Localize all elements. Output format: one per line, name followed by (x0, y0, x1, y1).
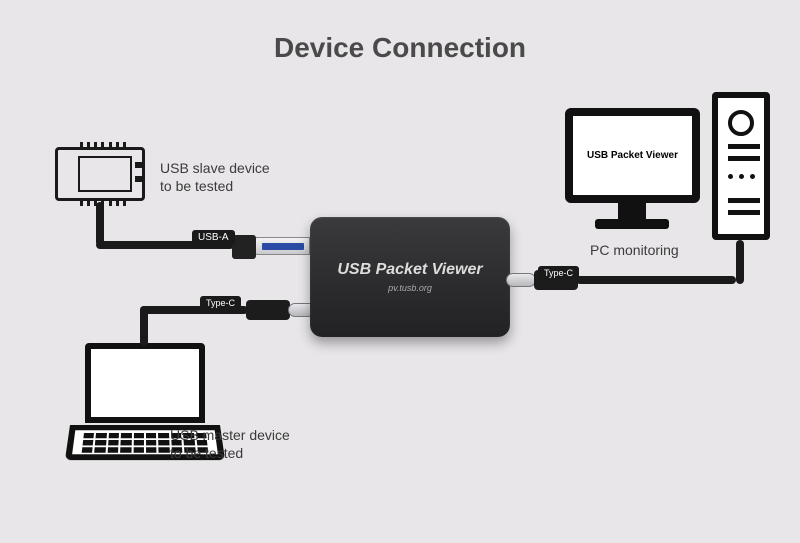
cable-pc-horiz (576, 276, 736, 284)
master-device-label: USB master device to be tested (170, 427, 290, 462)
master-label-line2: to be tested (170, 445, 290, 463)
monitor-icon: USB Packet Viewer (565, 108, 700, 203)
cable-pc-vert (736, 240, 744, 284)
pc-monitoring-label: PC monitoring (590, 242, 679, 260)
usb-a-connector-icon (255, 237, 310, 255)
typec-right-tag: Type-C (538, 266, 579, 280)
slave-label-line1: USB slave device (160, 160, 270, 178)
master-label-line1: USB master device (170, 427, 290, 445)
monitor-base (595, 219, 669, 229)
pc-tower-icon (712, 92, 770, 240)
typec-left-sleeve (246, 300, 290, 320)
device-name: USB Packet Viewer (337, 261, 482, 279)
monitor-screen-text: USB Packet Viewer (587, 150, 678, 161)
packet-viewer-device: USB Packet Viewer pv.tusb.org (310, 217, 510, 337)
slave-device-label: USB slave device to be tested (160, 160, 270, 195)
diagram-title: Device Connection (0, 32, 800, 64)
cable-slave-vert (96, 202, 104, 246)
chip-board-icon (55, 147, 145, 201)
device-subtitle: pv.tusb.org (388, 283, 432, 293)
typec-right-connector-icon (506, 273, 536, 287)
slave-label-line2: to be tested (160, 178, 270, 196)
typec-left-tag: Type-C (200, 296, 241, 310)
usb-a-tag: USB-A (192, 230, 235, 245)
